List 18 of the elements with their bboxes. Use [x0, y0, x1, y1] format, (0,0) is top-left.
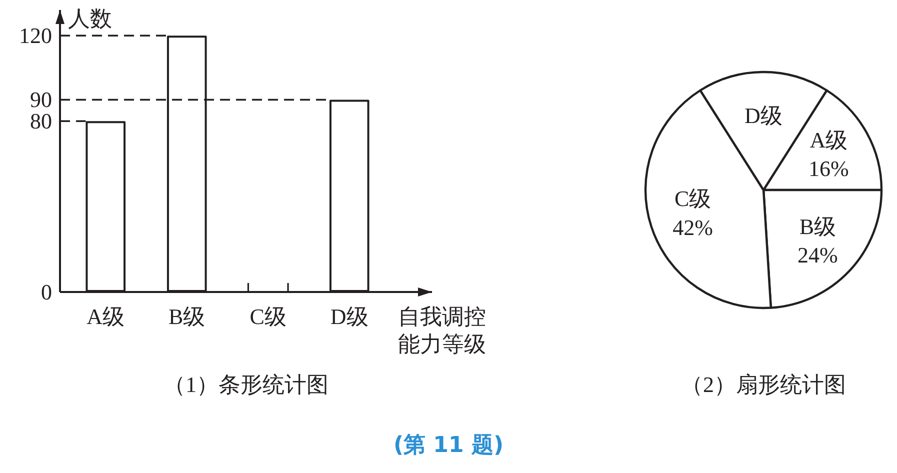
slice-label: C级 — [674, 186, 712, 212]
title: （2）扇形统计图 — [681, 372, 846, 397]
x-tick-label: A级 — [86, 304, 125, 329]
slice-label: D级 — [744, 103, 782, 128]
y-tick-label: 0 — [41, 280, 52, 304]
value-label: 16% — [808, 156, 849, 181]
x-tick-label: C级 — [250, 304, 286, 329]
value-label: 24% — [798, 242, 838, 268]
annotation: (第 11 题) — [393, 433, 504, 458]
x-tick-label: B级 — [168, 304, 206, 329]
x-tick-label: D级 — [330, 304, 368, 329]
slice-label: A级 — [810, 127, 848, 152]
value-label: 42% — [672, 214, 713, 240]
y-tick-label: 120 — [19, 23, 52, 48]
ylabel: 人数 — [68, 6, 112, 31]
slice-label: B级 — [799, 214, 836, 240]
title: （1）条形统计图 — [164, 372, 328, 397]
xlabel: 自我调控能力等级 — [398, 304, 486, 356]
